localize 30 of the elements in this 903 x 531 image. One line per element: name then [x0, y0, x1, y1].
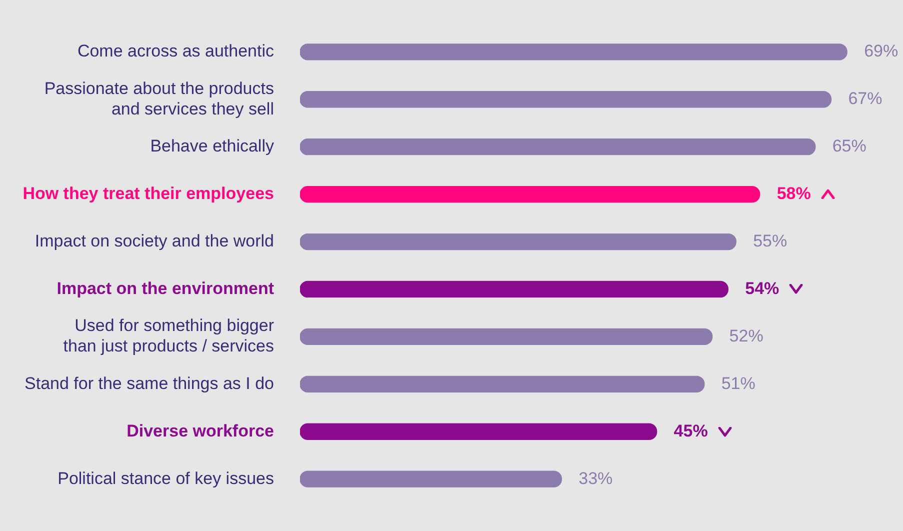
bar: [300, 280, 728, 298]
y-tick-label: Diverse workforce: [126, 421, 274, 440]
y-tick-label: Behave ethically: [150, 136, 274, 156]
bar: [300, 138, 816, 156]
bar: [300, 91, 832, 108]
data-label: 65%: [832, 136, 866, 156]
y-tick-label: Come across as authentic: [77, 42, 274, 61]
bar: [300, 376, 705, 392]
y-tick-label: Stand for the same things as I do: [24, 374, 274, 393]
data-label: 58%: [776, 184, 811, 203]
bar: [300, 233, 736, 250]
y-tick-label: Political stance of key issues: [58, 468, 274, 488]
bar: [300, 44, 848, 60]
data-label: 52%: [729, 326, 764, 346]
data-label: 69%: [864, 42, 898, 61]
y-tick-label: Impact on society and the world: [34, 231, 274, 250]
data-label: 33%: [578, 468, 613, 488]
y-tick-label: Impact on the environment: [56, 278, 274, 298]
y-tick-label: Used for something bigger than just products / services: [63, 316, 274, 356]
data-label: 54%: [745, 278, 780, 298]
bar: [300, 423, 658, 440]
bar: [300, 186, 760, 203]
data-label: 55%: [753, 231, 788, 250]
bar: [300, 470, 562, 488]
data-label: 51%: [721, 374, 756, 393]
bar: [300, 328, 713, 346]
data-label: 67%: [848, 89, 882, 108]
y-tick-label: How they treat their employees: [22, 184, 274, 203]
y-tick-label: Passionate about the products and services they sell: [44, 78, 274, 118]
data-label: 45%: [674, 421, 708, 440]
